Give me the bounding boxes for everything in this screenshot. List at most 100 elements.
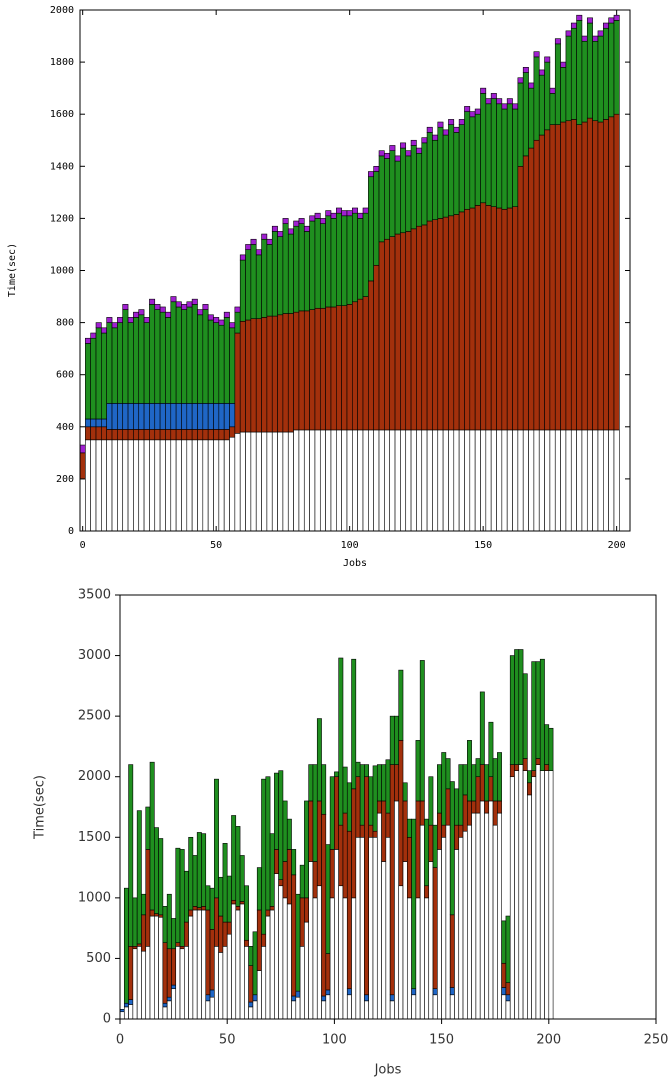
bar-segment — [453, 429, 460, 532]
bar-segment — [214, 778, 219, 899]
bar-segment — [359, 764, 365, 826]
bar-segment — [535, 764, 541, 1020]
bar-segment — [467, 740, 472, 802]
bar-segment — [205, 994, 211, 1002]
bar-segment — [179, 948, 185, 1020]
bar-segment — [522, 770, 528, 1020]
bar-segment — [509, 764, 515, 778]
bar-segment — [175, 439, 182, 532]
bar-segment — [223, 439, 230, 532]
bar-segment — [245, 431, 252, 532]
bar-segment — [95, 322, 102, 329]
bar-segment — [336, 429, 342, 532]
y-tick-label: 400 — [56, 422, 74, 433]
y-axis-label: Time(sec) — [7, 243, 18, 297]
bar-segment — [480, 202, 487, 431]
bar-segment — [362, 212, 369, 297]
bar-segment — [250, 244, 257, 319]
bar-segment — [533, 429, 540, 532]
bar-segment — [471, 800, 477, 814]
bar-segment — [449, 914, 455, 988]
bar-segment — [188, 909, 194, 917]
bar-segment — [111, 439, 118, 532]
bar-segment — [133, 403, 140, 430]
bar-segment — [184, 946, 189, 1020]
bar-segment — [603, 27, 609, 120]
bar-segment — [368, 429, 374, 532]
bar-segment — [613, 20, 620, 115]
bar-segment — [458, 119, 465, 125]
bar-segment — [389, 764, 395, 996]
bar-segment — [154, 403, 161, 430]
bar-segment — [490, 206, 497, 431]
bar-segment — [560, 61, 567, 68]
bar-segment — [101, 332, 107, 420]
bar-segment — [192, 906, 198, 911]
bar-segment — [158, 916, 164, 1020]
bar-segment — [229, 426, 236, 438]
y-tick-label: 1400 — [50, 161, 74, 172]
bar-segment — [133, 439, 140, 532]
bar-segment — [514, 764, 520, 771]
bar-segment — [122, 429, 129, 441]
bar-segment — [90, 439, 97, 532]
bar-segment — [90, 332, 97, 339]
bar-segment — [576, 14, 583, 21]
bar-segment — [359, 836, 365, 1020]
bar-segment — [410, 145, 417, 230]
bar-segment — [458, 124, 465, 213]
bar-segment — [235, 826, 241, 907]
bar-segment — [266, 431, 273, 532]
bar-segment — [202, 304, 209, 310]
bar-segment — [304, 800, 309, 899]
bar-segment — [181, 304, 188, 310]
bar-segment — [410, 139, 417, 146]
bar-segment — [385, 759, 391, 814]
bar-segment — [128, 946, 134, 1000]
plot-frame — [119, 594, 657, 1020]
bar-segment — [400, 232, 407, 431]
bar-segment — [405, 155, 412, 232]
bar-segment — [490, 98, 497, 207]
bar-segment — [538, 69, 545, 76]
bar-segment — [394, 764, 400, 802]
y-tick-label: 1000 — [78, 890, 111, 905]
bar-segment — [101, 439, 107, 532]
bar-segment — [346, 429, 353, 532]
bar-segment — [170, 301, 177, 404]
bar-segment — [330, 306, 337, 431]
bar-segment — [218, 429, 225, 441]
bar-segment — [255, 318, 262, 433]
bar-segment — [509, 655, 515, 765]
bar-segment — [282, 897, 288, 1020]
bar-segment — [218, 319, 225, 326]
bar-segment — [586, 17, 593, 24]
bar-segment — [378, 241, 385, 431]
bar-segment — [432, 988, 438, 996]
bar-segment — [261, 317, 268, 433]
bar-segment — [325, 953, 331, 991]
bar-segment — [341, 210, 348, 217]
bar-segment — [170, 296, 177, 303]
bar-segment — [496, 98, 503, 105]
bar-segment — [106, 317, 113, 323]
bar-segment — [122, 309, 129, 404]
bar-segment — [303, 231, 310, 312]
bar-segment — [255, 431, 262, 532]
bar-segment — [492, 800, 498, 826]
bar-segment — [184, 921, 189, 947]
bar-segment — [248, 1001, 254, 1008]
bar-segment — [522, 155, 529, 431]
bar-segment — [166, 893, 172, 950]
bar-segment — [488, 800, 494, 1020]
bar-segment — [496, 207, 503, 431]
bar-segment — [117, 439, 124, 532]
bar-segment — [544, 429, 551, 532]
bar-segment — [449, 987, 455, 996]
bar-segment — [316, 885, 322, 1020]
bar-segment — [522, 429, 529, 532]
bar-segment — [613, 113, 620, 431]
bar-segment — [186, 306, 193, 404]
bar-segment — [325, 215, 332, 308]
bar-segment — [411, 988, 417, 996]
